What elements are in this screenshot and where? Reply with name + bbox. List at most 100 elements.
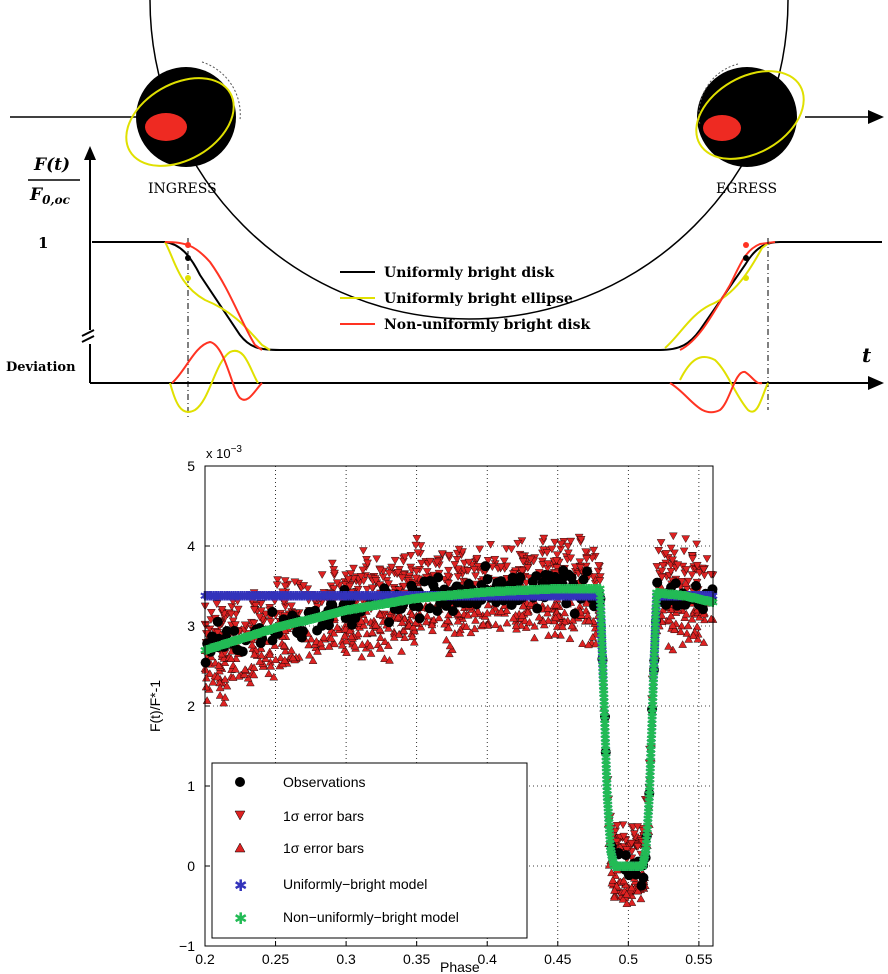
error-bar-lower-marker (380, 637, 390, 645)
flux-tick-one: 1 (38, 234, 48, 252)
error-bar-lower-marker (201, 665, 211, 674)
observation-point (641, 831, 652, 842)
error-bar-lower-marker (525, 618, 534, 626)
error-bar-lower-marker (534, 612, 544, 621)
error-bar-lower-marker (304, 640, 314, 649)
error-bar-lower-marker (444, 623, 453, 632)
error-bar-lower-marker (526, 599, 536, 607)
error-bar-lower-marker (269, 672, 279, 681)
error-bar-upper-marker (619, 832, 629, 841)
error-bar-upper-marker (581, 548, 591, 557)
schematic-legend: Uniformly bright disk Uniformly bright e… (340, 265, 590, 333)
error-bar-lower-marker (375, 644, 385, 652)
error-bar-upper-marker (679, 547, 689, 556)
error-bar-upper-marker (595, 577, 605, 585)
error-bar-lower-marker (599, 703, 608, 712)
error-bar-upper-marker (454, 545, 464, 554)
error-bar-lower-marker (670, 625, 679, 634)
flux-label-numerator: F(t) (33, 155, 70, 175)
error-bar-upper-marker (657, 573, 667, 582)
error-bar-lower-marker (683, 621, 693, 630)
error-bar-lower-marker (551, 613, 560, 621)
ellipse-deviation-curve (169, 349, 769, 413)
error-bar-lower-marker (397, 647, 406, 655)
error-bar-lower-marker (367, 628, 377, 636)
y-tick-label: −1 (179, 938, 195, 954)
error-bar-upper-marker (226, 610, 236, 619)
error-bar-lower-marker (347, 632, 356, 641)
egress-label: EGRESS (716, 181, 777, 197)
error-bar-lower-marker (469, 609, 479, 618)
error-bar-upper-marker (384, 569, 394, 578)
error-bar-lower-marker (280, 626, 290, 634)
error-bar-upper-marker (411, 574, 421, 583)
error-bar-upper-marker (363, 559, 372, 568)
error-bar-upper-marker (627, 839, 636, 848)
error-bar-upper-marker (390, 557, 400, 565)
error-bar-lower-marker (359, 621, 369, 629)
error-bar-upper-marker (240, 621, 250, 630)
error-bar-upper-marker (412, 568, 421, 576)
error-bar-lower-marker (608, 875, 618, 884)
observation-point (267, 606, 278, 617)
error-bar-upper-marker (272, 581, 282, 590)
error-bar-upper-marker (538, 561, 548, 569)
error-bar-upper-marker (608, 832, 618, 840)
error-bar-upper-marker (702, 555, 712, 563)
error-bar-upper-marker (575, 558, 585, 567)
error-bar-upper-marker (681, 535, 691, 543)
legend-error-bars-down: 1σ error bars (283, 808, 364, 824)
error-bar-upper-marker (280, 577, 290, 585)
error-bar-lower-marker (471, 616, 480, 624)
error-bar-lower-marker (502, 618, 512, 627)
error-bar-lower-marker (687, 614, 697, 623)
error-bar-upper-marker (329, 585, 339, 593)
error-bar-lower-marker (215, 666, 224, 675)
observation-point (432, 605, 443, 616)
error-bar-lower-marker (408, 632, 417, 641)
error-bar-lower-marker (692, 622, 702, 631)
error-bar-upper-marker (332, 579, 342, 588)
error-bar-upper-marker (475, 545, 485, 554)
observation-point (419, 576, 430, 587)
error-bar-lower-marker (371, 620, 381, 629)
error-bar-lower-marker (644, 803, 654, 811)
error-bar-lower-marker (491, 620, 501, 628)
error-bar-lower-marker (399, 626, 409, 635)
y-tick-label: 2 (187, 698, 195, 714)
error-bar-lower-marker (410, 626, 419, 635)
error-bar-upper-marker (499, 557, 509, 566)
error-bar-upper-marker (317, 571, 327, 579)
error-bar-lower-marker (376, 633, 385, 641)
x-axis-label: Phase (440, 959, 480, 974)
error-bar-upper-marker (228, 617, 238, 626)
y-multiplier-exponent: −3 (231, 444, 243, 455)
error-bar-upper-marker (552, 551, 562, 560)
error-bar-upper-marker (273, 576, 282, 584)
error-bar-upper-marker (266, 618, 276, 627)
error-bar-upper-marker (233, 597, 242, 606)
error-bar-upper-marker (496, 563, 506, 572)
error-bar-upper-marker (399, 557, 408, 566)
error-bar-upper-marker (344, 575, 353, 584)
error-bar-upper-marker (518, 558, 528, 566)
error-bar-lower-marker (487, 607, 497, 615)
error-bar-upper-marker (261, 593, 271, 602)
error-bar-lower-marker (483, 600, 493, 609)
error-bar-upper-marker (250, 606, 259, 615)
error-bar-lower-marker (603, 819, 613, 828)
error-bar-lower-marker (271, 655, 280, 663)
error-bar-upper-marker (443, 572, 453, 581)
error-bar-lower-marker (220, 693, 230, 701)
error-bar-upper-marker (257, 607, 266, 616)
error-bar-upper-marker (651, 607, 661, 616)
error-bar-lower-marker (455, 628, 465, 637)
legend-uniform-model-marker: ✱ (234, 878, 247, 895)
error-bar-lower-marker (682, 629, 692, 637)
error-bar-lower-marker (523, 608, 533, 616)
nonuniform-disk-curve (164, 241, 776, 351)
error-bar-lower-marker (350, 641, 360, 650)
error-bar-lower-marker (496, 607, 506, 615)
error-bar-lower-marker (688, 631, 698, 639)
flux-axis-arrow-icon (84, 146, 96, 160)
